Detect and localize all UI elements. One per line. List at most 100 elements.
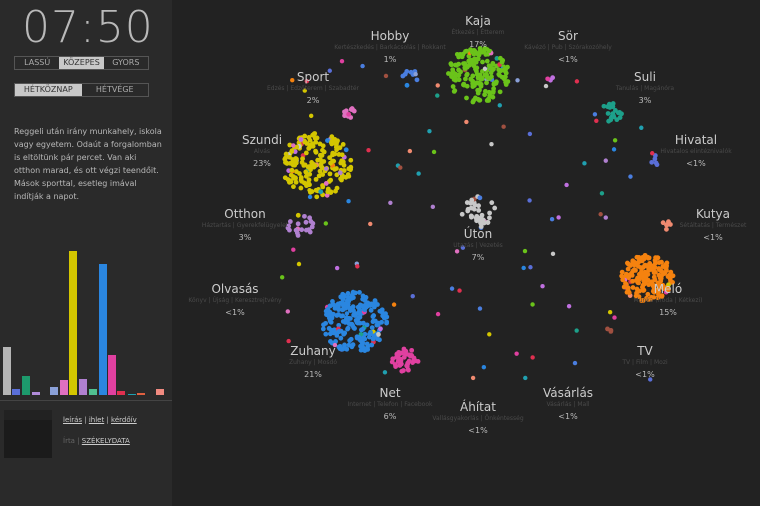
person-dot <box>336 344 342 350</box>
person-dot <box>620 277 626 283</box>
person-dot <box>404 82 410 88</box>
person-dot <box>360 293 366 299</box>
weekend-button[interactable]: HÉTVÉGE <box>95 85 134 94</box>
person-dot <box>366 147 371 153</box>
person-dot <box>499 59 505 65</box>
activity-label-5: Szundi Alvás 23% <box>242 133 282 168</box>
link-description[interactable]: leírás <box>63 416 83 424</box>
person-dot <box>505 79 511 84</box>
person-dot <box>334 147 339 153</box>
person-dot <box>624 289 630 295</box>
person-dot <box>334 185 340 191</box>
person-dot <box>652 153 658 158</box>
person-dot <box>457 52 463 57</box>
activity-percent: <1% <box>703 233 723 242</box>
person-dot <box>350 342 356 348</box>
activity-subtitle: Hivatalos elintéznivalók <box>660 148 732 155</box>
person-dot <box>371 304 377 310</box>
person-dot <box>435 311 441 317</box>
person-dot <box>549 217 555 222</box>
person-dot <box>323 181 329 186</box>
activity-name: Hobby <box>370 29 410 43</box>
person-dot <box>605 326 610 332</box>
day-selector[interactable]: HÉTKÖZNAP HÉTVÉGE <box>14 83 149 97</box>
person-dot <box>527 198 532 203</box>
speed-medium-button[interactable]: KÖZEPES <box>59 57 104 69</box>
speed-slow-button[interactable]: LASSÚ <box>24 58 51 67</box>
activity-label-8: Kutya Sétáltatás | Természet <1% <box>680 207 747 242</box>
activity-bar <box>128 394 136 395</box>
person-dot <box>414 77 420 83</box>
credit-link[interactable]: SZÉKELYDATA <box>81 437 130 445</box>
person-dot <box>309 160 314 165</box>
link-inspiration[interactable]: ihlet <box>88 416 105 424</box>
person-dot <box>336 328 342 334</box>
person-dot <box>635 280 641 285</box>
description: Reggeli után irány munkahely, iskola vag… <box>14 127 162 201</box>
person-dot <box>313 148 318 154</box>
person-dot <box>342 342 347 348</box>
person-dot <box>496 71 502 77</box>
person-dot <box>503 74 508 80</box>
activity-label-14: Net Internet | Telefon | Facebook 6% <box>348 386 433 421</box>
person-dot <box>304 141 310 146</box>
person-dot <box>521 265 526 271</box>
person-dot <box>457 288 462 293</box>
speed-fast-button[interactable]: GYORS <box>112 58 140 67</box>
person-dot <box>291 184 296 190</box>
person-dot <box>342 301 348 307</box>
activity-subtitle: Étkezés | Étterem <box>451 29 505 36</box>
person-dot <box>289 149 295 154</box>
person-dot <box>550 251 556 257</box>
control-panel: 07:50 LASSÚ KÖZEPES GYORS HÉTKÖZNAP HÉTV… <box>0 0 172 506</box>
person-dot <box>471 206 477 212</box>
person-dot <box>619 273 625 279</box>
person-dot <box>339 59 345 64</box>
person-dot <box>329 134 335 140</box>
person-dot <box>607 309 613 315</box>
activity-bar <box>3 347 11 395</box>
person-dot <box>337 170 343 176</box>
weekday-button[interactable]: HÉTKÖZNAP <box>15 84 82 96</box>
person-dot <box>463 76 468 82</box>
person-dot <box>656 288 662 294</box>
person-dot <box>478 224 484 229</box>
person-dot <box>641 278 647 284</box>
person-dot <box>475 215 481 221</box>
person-dot <box>320 143 326 149</box>
person-dot <box>450 67 456 73</box>
person-dot <box>377 337 382 343</box>
person-dot <box>454 249 460 254</box>
person-dot <box>630 285 636 290</box>
person-dot <box>501 68 507 73</box>
person-dot <box>638 271 644 276</box>
person-dot <box>645 291 651 297</box>
person-dot <box>379 319 384 325</box>
person-dot <box>303 169 309 175</box>
person-dot <box>342 109 347 115</box>
person-dot <box>376 332 381 337</box>
person-dot <box>389 359 395 365</box>
activity-percent: <1% <box>558 412 578 421</box>
person-dot <box>361 320 366 326</box>
person-dot <box>656 266 662 271</box>
link-survey[interactable]: kérdőív <box>111 416 137 424</box>
person-dot <box>646 268 651 273</box>
person-dot <box>290 78 295 83</box>
person-dot <box>477 306 483 311</box>
person-dot <box>409 347 415 353</box>
person-dot <box>405 367 411 373</box>
person-dot <box>528 265 533 270</box>
person-dot <box>295 233 301 238</box>
person-dot <box>650 151 655 156</box>
activity-name: Hivatal <box>674 133 718 147</box>
person-dot <box>603 215 608 220</box>
person-dot <box>324 312 329 317</box>
person-dot <box>478 81 484 87</box>
person-dot <box>670 279 675 285</box>
speed-selector[interactable]: LASSÚ KÖZEPES GYORS <box>14 56 149 70</box>
person-dot <box>324 166 329 171</box>
person-dot <box>312 135 318 141</box>
person-dot <box>339 313 344 319</box>
activity-percent: <1% <box>686 159 706 168</box>
